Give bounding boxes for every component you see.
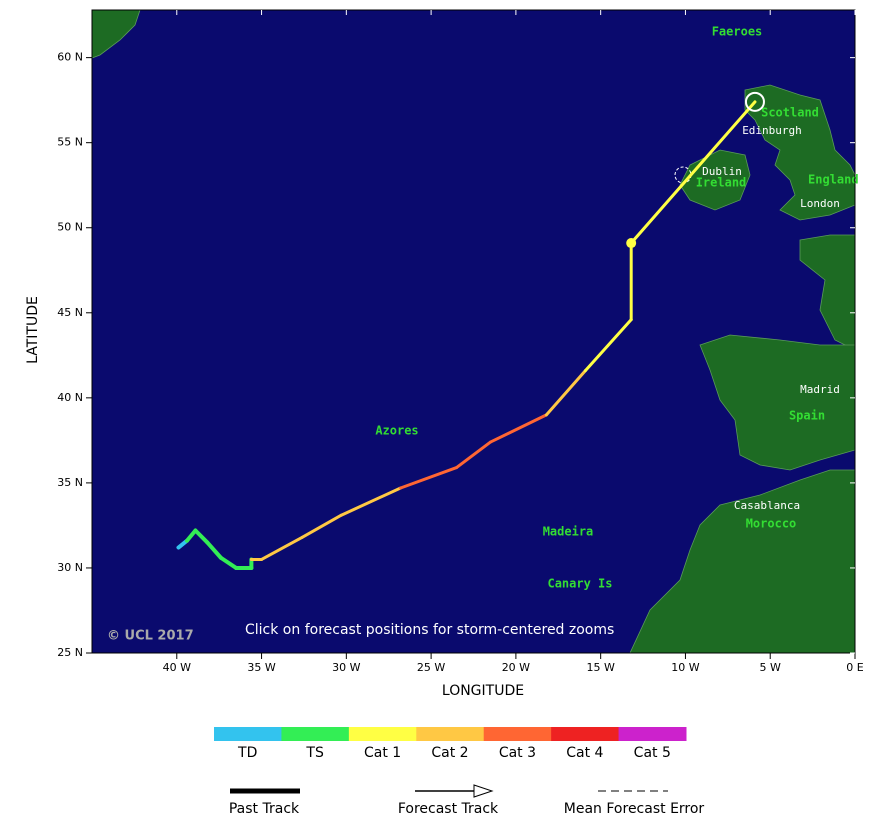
city-label: Casablanca xyxy=(734,499,800,512)
legend-swatch xyxy=(618,727,687,741)
x-tick-label: 15 W xyxy=(586,661,614,674)
track-segment xyxy=(193,528,210,545)
y-tick-label: 40 N xyxy=(57,391,83,404)
y-axis-title: LATITUDE xyxy=(25,296,41,364)
y-tick-label: 50 N xyxy=(57,221,83,234)
x-tick-label: 35 W xyxy=(247,661,275,674)
copyright: © UCL 2017 xyxy=(107,629,194,644)
legend-label: Cat 4 xyxy=(566,745,603,761)
place-label: Madeira xyxy=(543,525,594,539)
city-label: Dublin xyxy=(702,165,742,178)
forecast-point[interactable] xyxy=(626,238,637,249)
track-segment xyxy=(260,535,304,561)
x-tick-label: 25 W xyxy=(417,661,445,674)
place-label: Canary Is xyxy=(547,577,612,591)
x-axis-title: LONGITUDE xyxy=(442,683,524,699)
land xyxy=(744,84,856,221)
city-label: London xyxy=(800,197,840,210)
y-tick-label: 35 N xyxy=(57,476,83,489)
legend-swatch xyxy=(348,727,417,741)
place-label: Morocco xyxy=(746,517,797,531)
y-tick-label: 55 N xyxy=(57,136,83,149)
legend-label: TD xyxy=(237,745,257,761)
legend-label: Cat 1 xyxy=(364,745,401,761)
track-segment xyxy=(205,540,223,560)
track-segment xyxy=(583,318,633,373)
forecast-arrow xyxy=(473,784,494,798)
track-segment xyxy=(339,486,403,517)
place-label: Scotland xyxy=(761,106,819,120)
legend-swatch xyxy=(281,727,350,741)
city-label: Edinburgh xyxy=(742,124,802,137)
place-label: Azores xyxy=(375,424,418,438)
x-tick-label: 30 W xyxy=(332,661,360,674)
x-tick-label: 20 W xyxy=(502,661,530,674)
y-tick-label: 25 N xyxy=(57,646,83,659)
legend-label: Forecast Track xyxy=(398,801,499,817)
track-segment xyxy=(544,369,587,417)
legend-swatch xyxy=(214,727,282,741)
land xyxy=(679,149,751,211)
track-segment xyxy=(399,466,459,490)
note: Click on forecast positions for storm-ce… xyxy=(245,622,614,638)
legend-label: Mean Forecast Error xyxy=(564,801,705,817)
x-tick-label: 5 W xyxy=(760,661,781,674)
x-tick-label: 10 W xyxy=(671,661,699,674)
legend-label: Cat 2 xyxy=(431,745,468,761)
land xyxy=(799,234,856,351)
land xyxy=(699,334,856,471)
legend-label: Past Track xyxy=(229,801,300,817)
forecast-point[interactable] xyxy=(744,91,765,112)
place-label: England xyxy=(808,173,859,187)
y-tick-label: 30 N xyxy=(57,561,83,574)
track-segment xyxy=(184,528,198,543)
legend-label: TS xyxy=(305,745,324,761)
legend-label: Cat 3 xyxy=(499,745,536,761)
track-segment xyxy=(488,413,548,444)
x-tick-label: 0 E xyxy=(846,661,863,674)
map-area[interactable]: Faeroes Scotland Edinburgh Dublin Irelan… xyxy=(91,9,859,654)
y-tick-label: 45 N xyxy=(57,306,83,319)
place-label: Faeroes xyxy=(712,25,763,39)
x-tick-label: 40 W xyxy=(163,661,191,674)
plot-frame xyxy=(91,9,856,654)
track-segment xyxy=(455,440,492,470)
track-segment xyxy=(218,555,239,570)
legend-swatch xyxy=(483,727,552,741)
city-label: Madrid xyxy=(800,383,840,396)
track-segment xyxy=(629,100,757,245)
place-label: Ireland xyxy=(696,176,747,190)
legend-swatch xyxy=(551,727,620,741)
track-segment xyxy=(300,513,343,539)
legend-label: Cat 5 xyxy=(634,745,671,761)
legend-swatch xyxy=(416,727,485,741)
place-label: Spain xyxy=(789,409,825,423)
y-tick-label: 60 N xyxy=(57,51,83,64)
